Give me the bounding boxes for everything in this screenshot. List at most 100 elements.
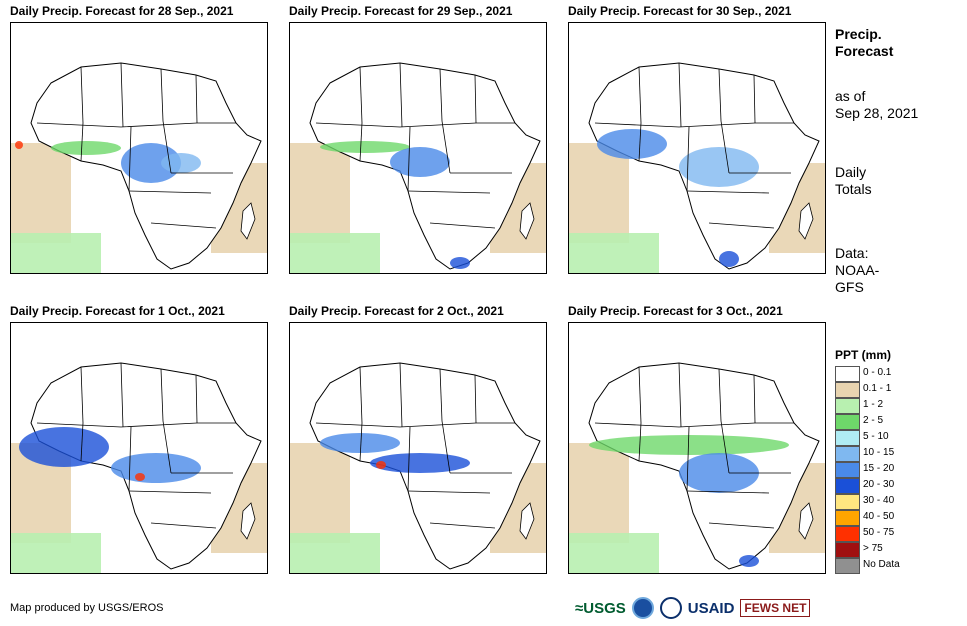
noaa-logo [631, 597, 654, 619]
country-border [686, 126, 690, 192]
country-border [474, 374, 477, 424]
precip-patch [597, 129, 667, 159]
country-border [359, 366, 363, 424]
country-border [36, 122, 236, 128]
precip-patch [376, 461, 386, 469]
africa-map [569, 62, 825, 273]
madagascar-outline [240, 202, 256, 240]
legend-item: 2 - 5 [835, 414, 945, 430]
precip-map [568, 22, 826, 274]
country-border [162, 420, 172, 474]
country-border [429, 222, 496, 229]
totals-line1: Daily [835, 164, 867, 180]
country-border [686, 426, 690, 492]
country-border [195, 374, 198, 424]
panel-title: Daily Precip. Forecast for 2 Oct., 2021 [289, 304, 504, 318]
africa-map [290, 362, 546, 573]
country-border [441, 420, 451, 474]
ocean-precip-area [290, 143, 350, 243]
legend-swatch [835, 414, 860, 430]
country-border [407, 190, 491, 194]
madagascar-outline [798, 202, 814, 240]
country-border [162, 120, 172, 174]
precip-patch [121, 143, 181, 183]
precip-patch [135, 473, 145, 481]
madagascar-outline [798, 502, 814, 540]
country-border [315, 422, 515, 428]
forecast-panel-2: Daily Precip. Forecast for 30 Sep., 2021 [568, 4, 826, 274]
legend-swatch [835, 526, 860, 542]
legend: 0 - 0.1 0.1 - 1 1 - 2 2 - 5 5 - 10 10 - 15 15 … [835, 366, 945, 574]
country-border [315, 122, 515, 128]
madagascar-outline [240, 502, 256, 540]
usaid-seal-icon [659, 597, 682, 619]
legend-item: 20 - 30 [835, 478, 945, 494]
precip-patch [390, 147, 450, 177]
country-border [407, 490, 491, 494]
forecast-panel-1: Daily Precip. Forecast for 29 Sep., 2021 [289, 4, 547, 274]
legend-swatch [835, 494, 860, 510]
legend-label: 0 - 0.1 [863, 367, 892, 378]
precip-map [289, 22, 547, 274]
country-border [686, 490, 770, 494]
legend-item: 0.1 - 1 [835, 382, 945, 398]
ocean-precip-area [11, 233, 101, 273]
ocean-precip-area [11, 533, 101, 573]
legend-swatch [835, 382, 860, 398]
forecast-panel-5: Daily Precip. Forecast for 3 Oct., 2021 [568, 304, 826, 574]
totals-note: Daily Totals [835, 164, 872, 198]
country-border [120, 62, 124, 128]
source-line3: GFS [835, 279, 864, 295]
precip-patch [739, 555, 759, 567]
country-border [678, 362, 682, 428]
legend-swatch [835, 510, 860, 526]
legend-item: 15 - 20 [835, 462, 945, 478]
legend-item: 1 - 2 [835, 398, 945, 414]
country-border [80, 122, 84, 162]
country-border [36, 422, 236, 428]
usaid-logo: USAID [687, 599, 735, 617]
country-border [638, 422, 642, 462]
precip-map [10, 322, 268, 574]
legend-item: 40 - 50 [835, 510, 945, 526]
legend-label: 5 - 10 [863, 431, 889, 442]
country-border [753, 74, 756, 124]
ocean-precip-area [11, 143, 71, 243]
legend-swatch [835, 430, 860, 446]
country-border [708, 522, 775, 529]
country-border [720, 120, 730, 174]
legend-label: 15 - 20 [863, 463, 895, 474]
country-border [120, 362, 124, 428]
country-border [128, 490, 212, 494]
side-title: Precip. Forecast [835, 26, 893, 60]
africa-map [11, 62, 267, 273]
madagascar-outline [519, 202, 535, 240]
precip-patch [320, 433, 400, 453]
partner-logos: ≈USGS USAID FEWS NET [575, 594, 811, 622]
legend-swatch [835, 462, 860, 478]
country-border [399, 362, 403, 428]
ocean-precip-area [290, 443, 350, 543]
legend-swatch [835, 558, 860, 574]
panel-title: Daily Precip. Forecast for 1 Oct., 2021 [10, 304, 225, 318]
country-border [638, 122, 642, 162]
ocean-precip-area [569, 233, 659, 273]
fews-net-logo: FEWS NET [740, 599, 811, 617]
country-border [638, 366, 642, 424]
country-border [80, 366, 84, 424]
ocean-precip-area [290, 533, 380, 573]
country-border [359, 66, 363, 124]
africa-map [11, 362, 267, 573]
legend-label: No Data [863, 559, 900, 570]
country-border [594, 422, 794, 428]
precip-patch [370, 453, 470, 473]
ocean-precip-area [569, 443, 629, 543]
legend-label: 20 - 30 [863, 479, 895, 490]
precip-patch [15, 141, 23, 149]
country-border [150, 222, 217, 229]
precip-map [568, 322, 826, 574]
as-of-label: as of [835, 88, 866, 104]
side-title-line2: Forecast [835, 43, 894, 59]
country-border [678, 62, 682, 128]
legend-item: 10 - 15 [835, 446, 945, 462]
